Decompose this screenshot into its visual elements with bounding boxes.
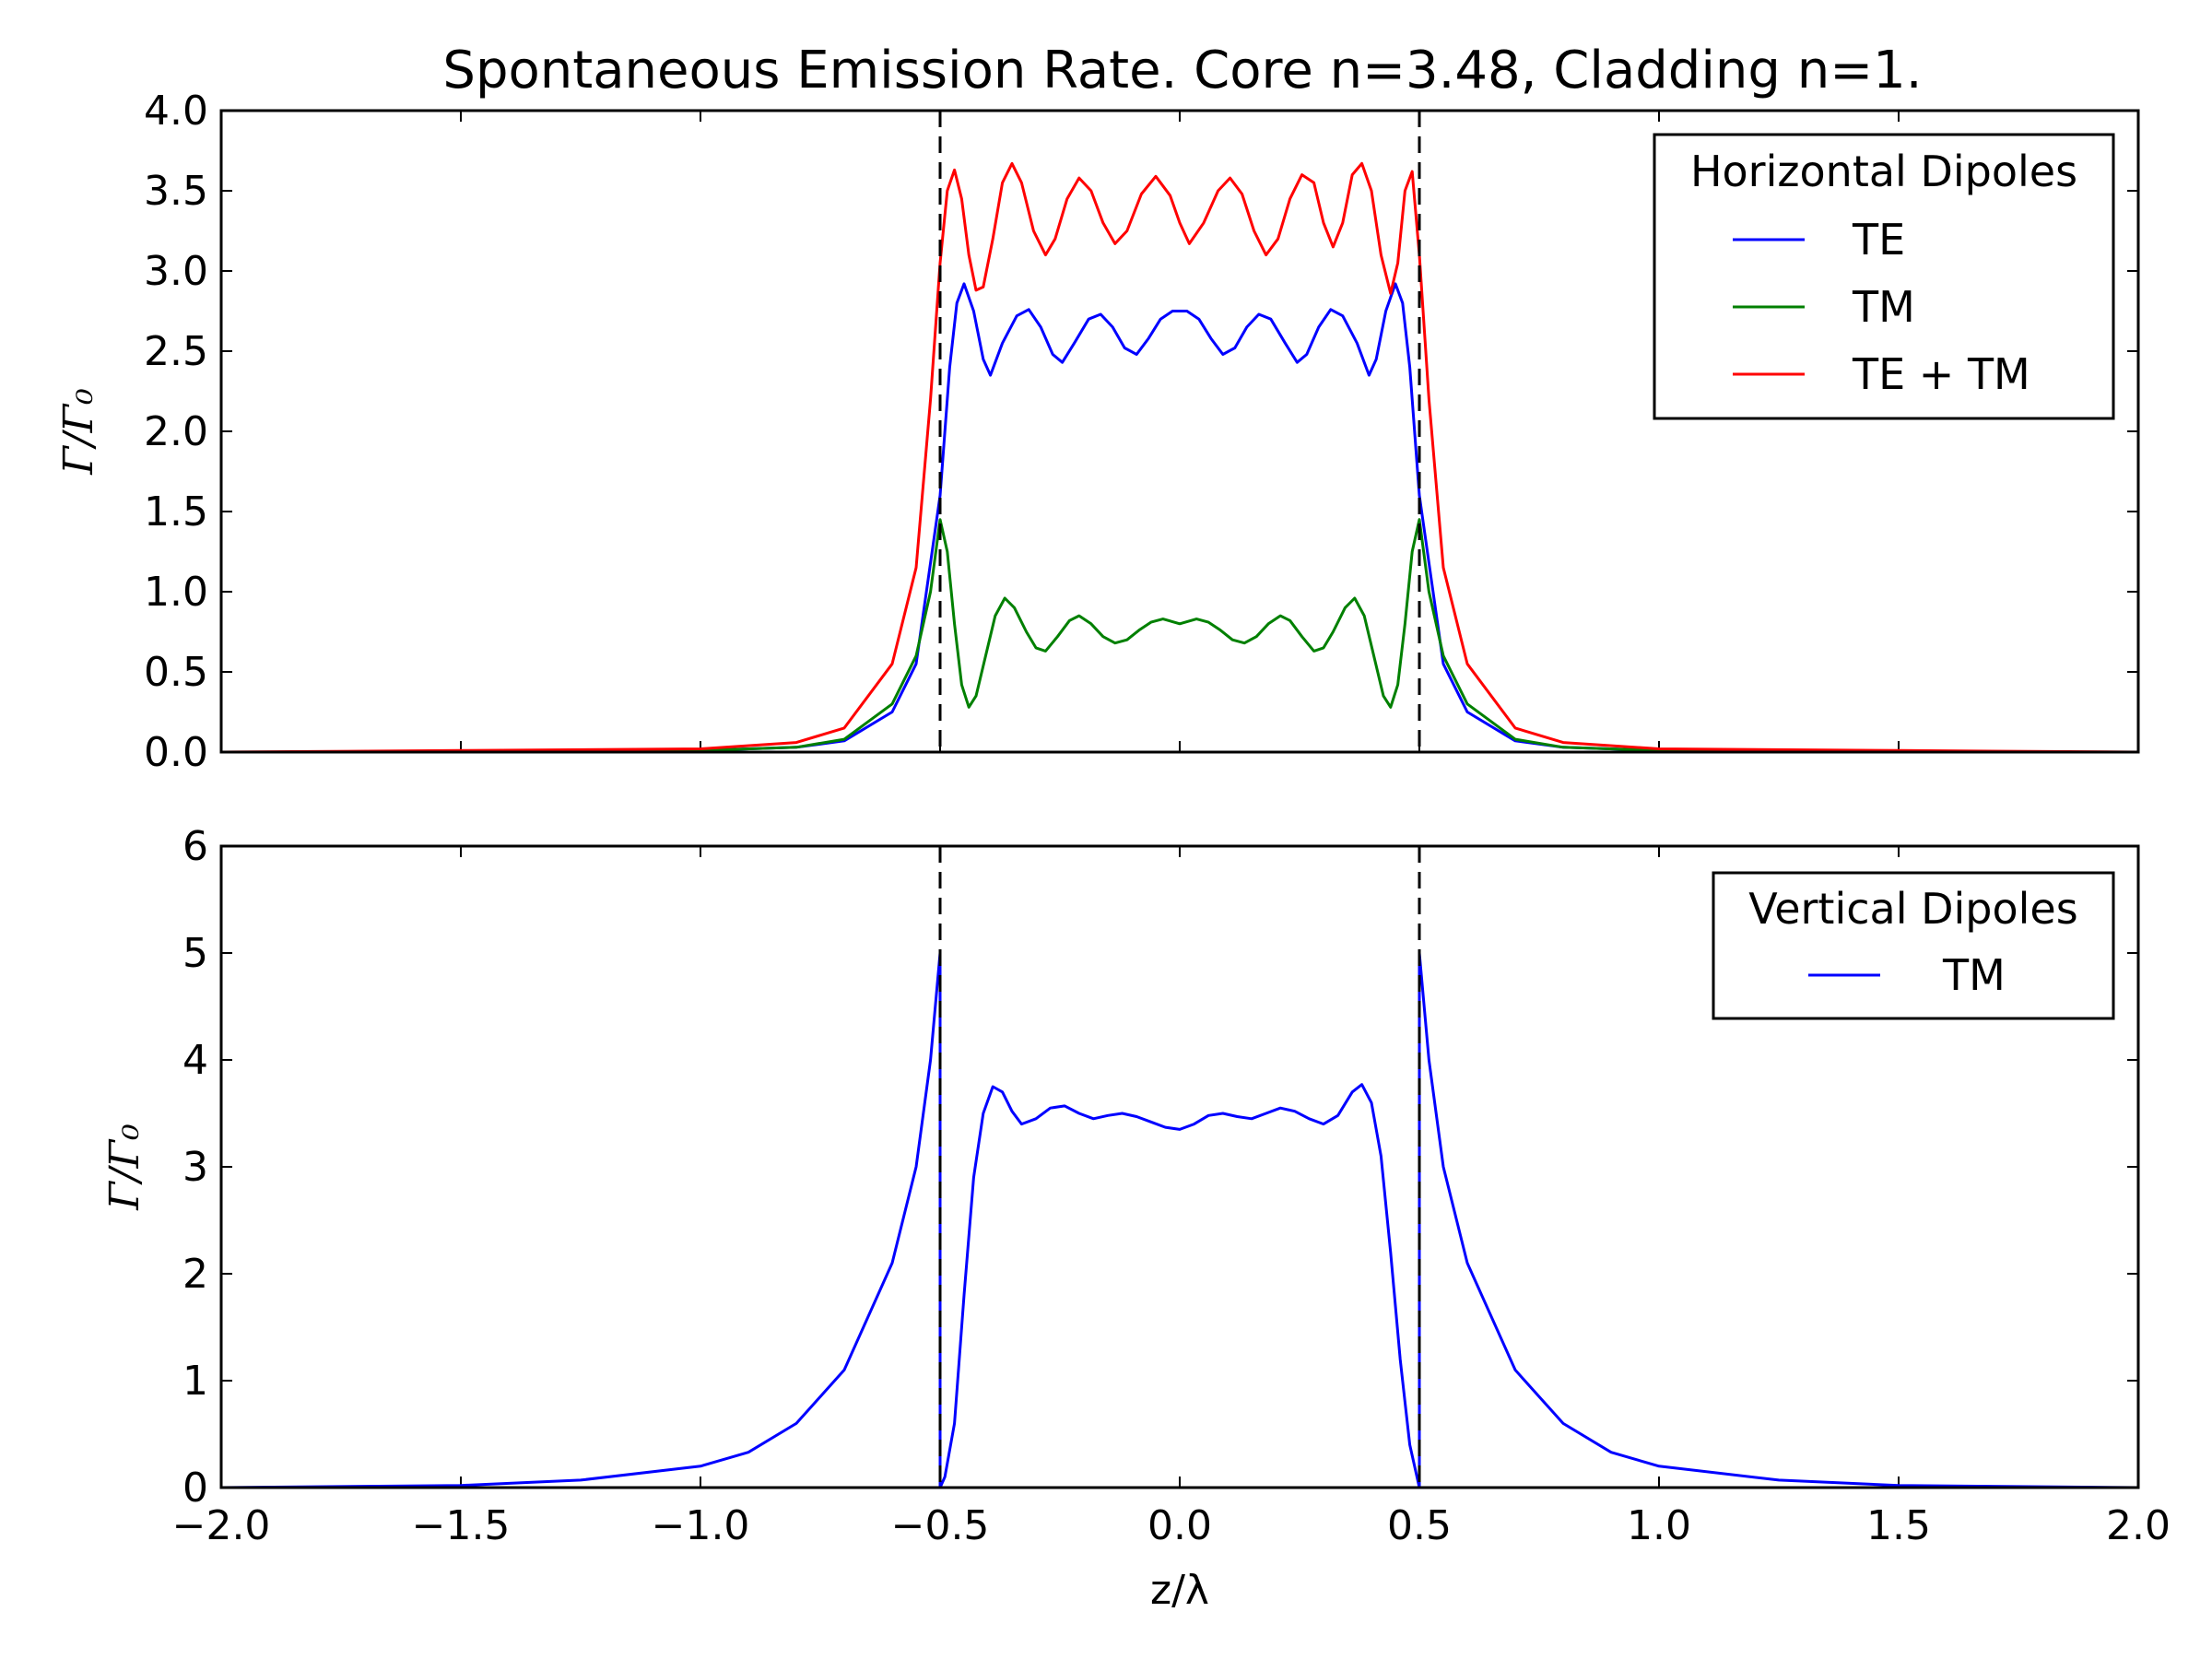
x-tick-label: −1.5	[412, 1502, 511, 1549]
legend-vertical-dipoles: Vertical Dipoles TM	[1712, 871, 2115, 1020]
y-tick-label: 3.0	[144, 248, 208, 295]
chart-title: Spontaneous Emission Rate. Core n=3.48, …	[442, 41, 1922, 100]
y-tick-label: 0.5	[144, 649, 208, 696]
x-tick-label: 1.5	[1866, 1502, 1931, 1549]
y-tick-label: 2.5	[144, 328, 208, 375]
y-tick-label: 1.0	[144, 569, 208, 616]
y-tick-label: 3	[182, 1144, 208, 1191]
x-tick-label: 2.0	[2106, 1502, 2171, 1549]
y-tick-label: 2	[182, 1251, 208, 1298]
legend-frame	[1653, 133, 2115, 420]
y-tick-label: 5	[182, 930, 208, 977]
top-panel-horizontal-dipoles: 0.0 0.5 1.0 1.5 2.0 2.5 3.0 3.5 4.0 Γ/Γ₀	[55, 88, 2140, 776]
series-line-tm	[221, 518, 2138, 754]
x-tick-label: −2.0	[172, 1502, 271, 1549]
x-tick-label: 0.5	[1387, 1502, 1452, 1549]
legend-frame	[1712, 871, 2115, 1020]
top-panel-ylabel: Γ/Γ₀	[55, 388, 102, 476]
y-tick-label: 1	[182, 1358, 208, 1405]
bottom-panel-vertical-dipoles: −2.0 −1.5 −1.0 −0.5 0.0 0.5 1.0 1.5 2.0 0 1 2 3 4 5 6 Γ…	[101, 823, 2171, 1614]
x-axis-label: z/λ	[1150, 1567, 1209, 1614]
legend-label-te: TE	[1852, 215, 1905, 265]
top-panel-frame	[219, 109, 2140, 754]
top-panel-marks: 0.0 0.5 1.0 1.5 2.0 2.5 3.0 3.5 4.0	[144, 88, 2139, 776]
series-line-tm	[220, 951, 2139, 1489]
x-tick-label: −0.5	[891, 1502, 990, 1549]
series-line-te	[221, 282, 2138, 754]
bottom-panel-marks: −2.0 −1.5 −1.0 −0.5 0.0 0.5 1.0 1.5 2.0 0 1 2 3 4 5 6	[172, 823, 2171, 1549]
y-tick-label: 3.5	[144, 168, 208, 215]
y-tick-label: 1.5	[144, 488, 208, 535]
y-tick-label: 0	[182, 1465, 208, 1512]
legend-label-tm: TM	[1942, 950, 2006, 1000]
bottom-panel-frame	[219, 844, 2140, 1489]
x-tick-label: −1.0	[652, 1502, 750, 1549]
series-line-te-tm	[220, 161, 2139, 754]
legend-label-tm: TM	[1852, 282, 1915, 332]
y-tick-label: 4.0	[144, 88, 208, 135]
legend-title: Vertical Dipoles	[1748, 884, 2077, 934]
x-tick-label: 0.0	[1147, 1502, 1212, 1549]
legend-label-te-tm: TE + TM	[1852, 349, 2030, 399]
y-tick-label: 6	[182, 823, 208, 870]
bottom-panel-ylabel: Γ/Γ₀	[101, 1124, 148, 1211]
y-tick-label: 0.0	[144, 729, 208, 776]
y-tick-label: 2.0	[144, 408, 208, 455]
legend-horizontal-dipoles: Horizontal Dipoles TE TM TE + TM	[1653, 133, 2115, 420]
y-tick-label: 4	[182, 1037, 208, 1084]
x-tick-label: 1.0	[1627, 1502, 1691, 1549]
legend-title: Horizontal Dipoles	[1690, 147, 2077, 196]
